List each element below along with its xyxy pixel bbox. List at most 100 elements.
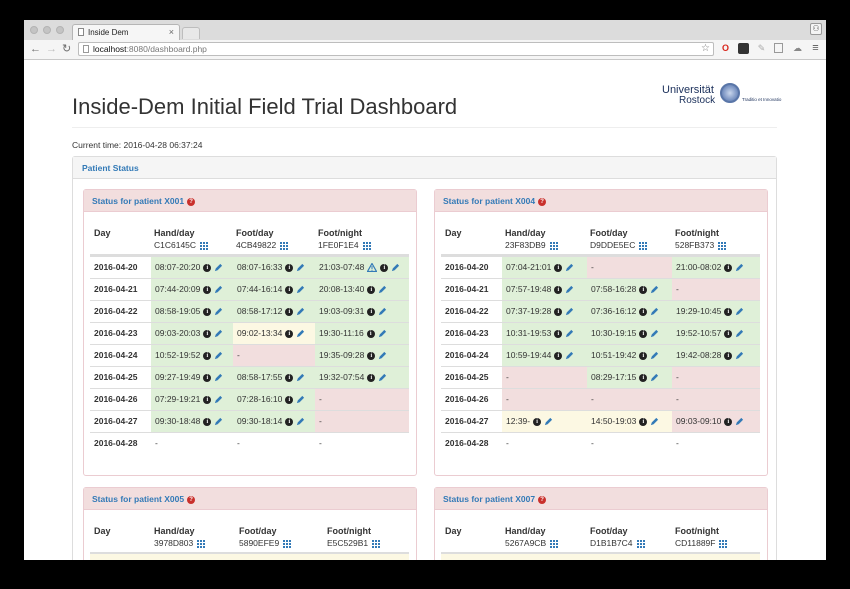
info-icon[interactable]: i	[724, 417, 733, 426]
grid-icon[interactable]	[550, 539, 559, 548]
info-icon[interactable]: i	[367, 373, 376, 382]
back-button[interactable]: ←	[30, 43, 41, 55]
info-icon[interactable]: i	[639, 373, 648, 382]
info-icon[interactable]: i	[203, 417, 212, 426]
grid-icon[interactable]	[280, 241, 289, 250]
info-icon[interactable]: i	[554, 351, 563, 360]
forward-button[interactable]: →	[46, 43, 57, 55]
grid-icon[interactable]	[372, 539, 381, 548]
info-icon[interactable]: i	[366, 329, 375, 338]
help-icon[interactable]: ?	[538, 495, 547, 504]
close-window-button[interactable]	[30, 26, 38, 34]
edit-pencil-icon[interactable]	[732, 262, 744, 272]
edit-pencil-icon[interactable]	[647, 328, 659, 338]
info-icon[interactable]: i	[724, 329, 733, 338]
new-tab-button[interactable]	[182, 27, 200, 39]
reload-button[interactable]: ↻	[62, 43, 72, 55]
edit-pencil-icon[interactable]	[293, 262, 305, 272]
edit-pencil-icon[interactable]	[562, 328, 574, 338]
pencil-extension-icon[interactable]: ✎	[757, 43, 766, 53]
help-icon[interactable]: ?	[538, 197, 547, 206]
edit-pencil-icon[interactable]	[375, 284, 387, 294]
edit-pencil-icon[interactable]	[375, 328, 387, 338]
edit-pencil-icon[interactable]	[541, 416, 553, 426]
info-icon[interactable]: i	[533, 417, 542, 426]
info-icon[interactable]: i	[724, 351, 733, 360]
help-icon[interactable]: ?	[187, 495, 196, 504]
info-icon[interactable]: i	[285, 263, 294, 272]
info-icon[interactable]: i	[554, 329, 563, 338]
edit-pencil-icon[interactable]	[562, 350, 574, 360]
help-icon[interactable]: ?	[187, 197, 196, 206]
profile-button[interactable]: ⚇	[810, 23, 822, 35]
edit-pencil-icon[interactable]	[211, 372, 223, 382]
edit-pencil-icon[interactable]	[293, 372, 305, 382]
edit-pencil-icon[interactable]	[211, 416, 223, 426]
info-icon[interactable]: i	[285, 417, 294, 426]
info-icon[interactable]: i	[285, 285, 294, 294]
info-icon[interactable]: i	[367, 285, 376, 294]
grid-icon[interactable]	[719, 539, 728, 548]
info-icon[interactable]: i	[639, 307, 648, 316]
window-controls[interactable]	[30, 26, 64, 34]
document-extension-icon[interactable]	[774, 43, 783, 53]
edit-pencil-icon[interactable]	[293, 328, 305, 338]
info-icon[interactable]: i	[724, 263, 733, 272]
grid-icon[interactable]	[283, 539, 292, 548]
maximize-window-button[interactable]	[56, 26, 64, 34]
info-icon[interactable]: i	[285, 395, 294, 404]
info-icon[interactable]: i	[203, 329, 212, 338]
info-icon[interactable]: i	[724, 307, 733, 316]
tab-close-icon[interactable]: ×	[168, 27, 174, 37]
info-icon[interactable]: i	[367, 307, 376, 316]
edit-pencil-icon[interactable]	[293, 284, 305, 294]
edit-pencil-icon[interactable]	[647, 306, 659, 316]
edit-pencil-icon[interactable]	[211, 262, 223, 272]
edit-pencil-icon[interactable]	[388, 262, 400, 272]
edit-pencil-icon[interactable]	[562, 262, 574, 272]
edit-pencil-icon[interactable]	[211, 328, 223, 338]
edit-pencil-icon[interactable]	[293, 416, 305, 426]
info-icon[interactable]: i	[203, 263, 212, 272]
info-icon[interactable]: i	[639, 329, 648, 338]
edit-pencil-icon[interactable]	[293, 306, 305, 316]
edit-pencil-icon[interactable]	[647, 284, 659, 294]
info-icon[interactable]: i	[554, 263, 563, 272]
edit-pencil-icon[interactable]	[647, 416, 659, 426]
edit-pencil-icon[interactable]	[211, 306, 223, 316]
grid-icon[interactable]	[636, 539, 645, 548]
grid-icon[interactable]	[639, 241, 648, 250]
address-bar[interactable]: localhost:8080/dashboard.php ☆	[78, 42, 714, 56]
edit-pencil-icon[interactable]	[732, 416, 744, 426]
warning-icon[interactable]	[364, 262, 378, 273]
grid-icon[interactable]	[718, 241, 727, 250]
info-icon[interactable]: i	[554, 307, 563, 316]
menu-icon[interactable]: ≡	[812, 42, 819, 54]
info-icon[interactable]: i	[203, 395, 212, 404]
bookmark-star-icon[interactable]: ☆	[701, 43, 710, 54]
edit-pencil-icon[interactable]	[732, 306, 744, 316]
grid-icon[interactable]	[197, 539, 206, 548]
edit-pencil-icon[interactable]	[375, 306, 387, 316]
info-icon[interactable]: i	[285, 373, 294, 382]
info-icon[interactable]: i	[554, 285, 563, 294]
info-icon[interactable]: i	[203, 307, 212, 316]
tab-inside-dem[interactable]: Inside Dem ×	[72, 24, 180, 40]
info-icon[interactable]: i	[203, 351, 212, 360]
info-icon[interactable]: i	[285, 329, 294, 338]
info-icon[interactable]: i	[285, 307, 294, 316]
edit-pencil-icon[interactable]	[375, 372, 387, 382]
edit-pencil-icon[interactable]	[293, 394, 305, 404]
extension-icon[interactable]	[738, 43, 749, 54]
edit-pencil-icon[interactable]	[732, 328, 744, 338]
info-icon[interactable]: i	[367, 351, 376, 360]
grid-icon[interactable]	[549, 241, 558, 250]
grid-icon[interactable]	[362, 241, 371, 250]
edit-pencil-icon[interactable]	[211, 350, 223, 360]
info-icon[interactable]: i	[203, 285, 212, 294]
info-icon[interactable]: i	[639, 417, 648, 426]
edit-pencil-icon[interactable]	[647, 372, 659, 382]
edit-pencil-icon[interactable]	[375, 350, 387, 360]
edit-pencil-icon[interactable]	[211, 284, 223, 294]
grid-icon[interactable]	[200, 241, 209, 250]
